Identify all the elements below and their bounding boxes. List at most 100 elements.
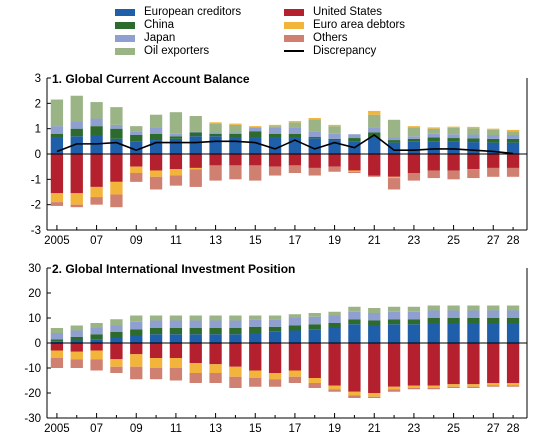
x-tick-label: 2005 bbox=[44, 235, 70, 247]
x-tick-label: 21 bbox=[368, 235, 381, 247]
bar-euro-area-debtors bbox=[467, 384, 480, 387]
bar-european-creditors bbox=[387, 324, 401, 343]
bar-oil-exporters bbox=[447, 127, 460, 135]
bar-others bbox=[110, 366, 123, 373]
x-tick-label: 28 bbox=[507, 235, 520, 247]
bar-oil-exporters bbox=[50, 99, 64, 127]
bar-euro-area-debtors bbox=[149, 358, 163, 368]
bar-united-states bbox=[169, 343, 183, 358]
bar-china bbox=[368, 320, 381, 326]
panel-1-title: 1. Global Current Account Balance bbox=[52, 72, 250, 86]
bar-china bbox=[268, 326, 282, 332]
bar-united-states bbox=[189, 154, 202, 168]
bar-euro-area-debtors bbox=[130, 166, 143, 173]
bar-japan bbox=[209, 132, 222, 134]
bar-japan bbox=[50, 333, 64, 340]
bar-united-states bbox=[467, 343, 480, 385]
bar-euro-area-debtors bbox=[368, 110, 381, 115]
bar-japan bbox=[387, 137, 401, 141]
bar-oil-exporters bbox=[328, 311, 341, 316]
bar-euro-area-debtors bbox=[169, 169, 183, 176]
bar-japan bbox=[90, 328, 103, 335]
bar-united-states bbox=[328, 154, 341, 167]
bar-european-creditors bbox=[506, 323, 520, 343]
bar-china bbox=[249, 326, 262, 333]
bar-euro-area-debtors bbox=[487, 128, 500, 130]
bar-euro-area-debtors bbox=[249, 126, 262, 128]
bar-others bbox=[268, 166, 282, 176]
bar-euro-area-debtors bbox=[229, 123, 242, 125]
bar-japan bbox=[348, 311, 361, 320]
bar-china bbox=[50, 133, 64, 138]
bar-european-creditors bbox=[189, 136, 202, 154]
bar-others bbox=[368, 175, 381, 177]
bar-oil-exporters bbox=[487, 305, 500, 311]
bar-united-states bbox=[467, 154, 480, 170]
x-tick-label: 17 bbox=[289, 423, 302, 435]
bar-others bbox=[487, 385, 500, 387]
y-tick-label: -3 bbox=[31, 225, 41, 237]
bar-others bbox=[229, 376, 242, 388]
bar-china bbox=[90, 334, 103, 340]
bar-japan bbox=[169, 133, 183, 137]
bar-euro-area-debtors bbox=[288, 121, 302, 123]
bar-united-states bbox=[90, 343, 103, 351]
bar-euro-area-debtors bbox=[90, 350, 103, 360]
bar-oil-exporters bbox=[149, 114, 163, 128]
bar-others bbox=[209, 373, 222, 383]
bar-united-states bbox=[70, 154, 83, 194]
bar-euro-area-debtors bbox=[427, 127, 440, 129]
bar-united-states bbox=[110, 343, 123, 360]
x-tick-label: 19 bbox=[328, 235, 341, 247]
bar-euro-area-debtors bbox=[288, 370, 302, 377]
bar-others bbox=[209, 165, 222, 181]
bar-european-creditors bbox=[308, 138, 321, 154]
bar-oil-exporters bbox=[209, 123, 222, 133]
bar-others bbox=[70, 204, 83, 208]
bar-united-states bbox=[427, 343, 440, 386]
bar-united-states bbox=[288, 343, 302, 371]
bar-oil-exporters bbox=[427, 305, 440, 311]
bar-euro-area-debtors bbox=[467, 126, 480, 129]
bar-euro-area-debtors bbox=[407, 385, 421, 388]
bar-european-creditors bbox=[467, 142, 480, 154]
bar-japan bbox=[70, 121, 83, 129]
bar-oil-exporters bbox=[268, 126, 282, 128]
bar-european-creditors bbox=[427, 141, 440, 154]
bar-others bbox=[348, 395, 361, 398]
legend-item-euro-area-debtors: Euro area debtors bbox=[284, 19, 405, 31]
bar-china bbox=[328, 138, 341, 141]
bar-euro-area-debtors bbox=[308, 118, 321, 120]
legend-swatch bbox=[115, 8, 135, 16]
y-tick-label: 30 bbox=[28, 263, 41, 275]
bar-united-states bbox=[50, 343, 64, 351]
x-tick-label: 23 bbox=[408, 235, 421, 247]
bar-united-states bbox=[328, 343, 341, 386]
bar-euro-area-debtors bbox=[130, 354, 143, 367]
bar-united-states bbox=[268, 343, 282, 373]
bar-united-states bbox=[50, 154, 64, 194]
legend-item-united-states: United States bbox=[284, 6, 382, 18]
bar-euro-area-debtors bbox=[110, 359, 123, 367]
bar-japan bbox=[249, 319, 262, 327]
bar-oil-exporters bbox=[90, 323, 103, 328]
bar-european-creditors bbox=[110, 138, 123, 154]
bar-japan bbox=[427, 310, 440, 318]
bar-japan bbox=[130, 131, 143, 135]
bar-china bbox=[328, 323, 341, 328]
bar-euro-area-debtors bbox=[348, 170, 361, 172]
x-tick-label: 13 bbox=[209, 235, 222, 247]
bar-oil-exporters bbox=[407, 127, 421, 137]
bar-japan bbox=[387, 311, 401, 320]
bar-euro-area-debtors bbox=[50, 193, 64, 203]
y-tick-label: 0 bbox=[35, 149, 41, 161]
x-tick-label: 27 bbox=[487, 235, 500, 247]
bar-japan bbox=[348, 134, 361, 139]
bar-euro-area-debtors bbox=[506, 383, 520, 386]
x-tick-label: 15 bbox=[249, 235, 262, 247]
bar-oil-exporters bbox=[149, 315, 163, 321]
bar-others bbox=[149, 176, 163, 190]
bar-china bbox=[149, 133, 163, 141]
y-tick-label: -1 bbox=[31, 174, 41, 186]
bar-others bbox=[467, 386, 480, 388]
